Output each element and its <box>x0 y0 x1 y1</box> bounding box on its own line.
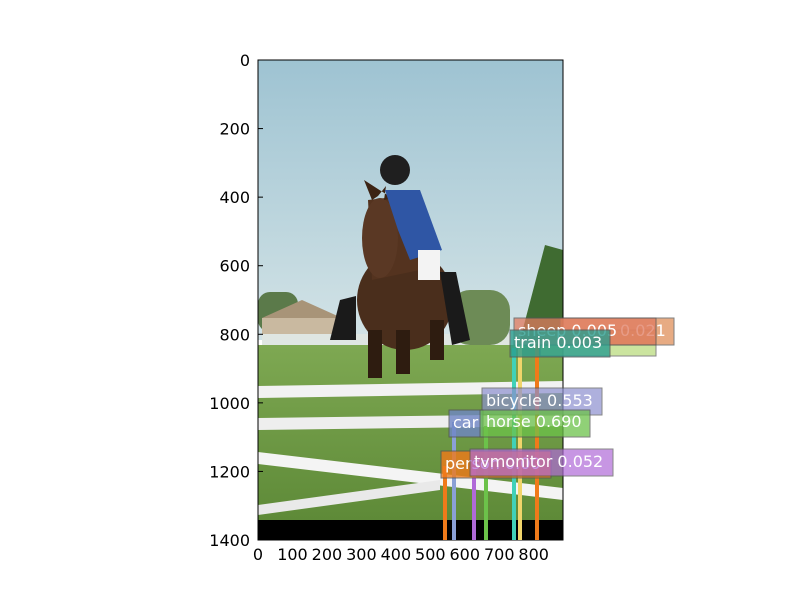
y-tick-label: 0 <box>240 51 250 70</box>
rider-breeches <box>418 250 440 280</box>
x-axis: 0 100 200 300 400 500 600 700 800 <box>253 535 549 564</box>
bar-tvmonitor <box>472 462 476 540</box>
detection-label: horse 0.690 <box>486 412 582 431</box>
y-tick-label: 1200 <box>209 462 250 481</box>
x-tick-label: 800 <box>518 545 549 564</box>
detection-label: tvmonitor 0.052 <box>474 452 603 471</box>
detection-label: car <box>453 413 479 432</box>
y-axis: 0 200 400 600 800 1000 1200 1400 <box>209 51 263 550</box>
y-tick-label: 1400 <box>209 531 250 550</box>
label-box-tvmonitor <box>469 448 614 477</box>
detection-bars <box>443 340 539 540</box>
y-tick-label: 600 <box>219 257 250 276</box>
label-box-train <box>509 329 611 358</box>
rail-base <box>258 480 440 515</box>
x-tick-label: 700 <box>484 545 515 564</box>
x-tick-label: 100 <box>277 545 308 564</box>
label-box-horse <box>479 409 591 438</box>
rider-boot <box>440 272 470 345</box>
horse-ears <box>364 180 392 200</box>
label-box-car <box>448 409 484 438</box>
bar-horse <box>484 426 488 540</box>
y-tick-label: 800 <box>219 325 250 344</box>
rider-jacket <box>385 190 442 260</box>
bar-person <box>443 466 447 540</box>
x-tick-label: 200 <box>312 545 343 564</box>
bar-train <box>512 348 516 540</box>
x-tick-label: 300 <box>346 545 377 564</box>
black-border <box>258 520 563 540</box>
rider-helmet <box>380 155 410 185</box>
bar-car <box>452 422 456 540</box>
y-tick-label: 1000 <box>209 394 250 413</box>
x-tick-label: 600 <box>450 545 481 564</box>
detection-label: train 0.003 <box>514 333 602 352</box>
detection-labels: 0.021 sheep 0.005 train 0.003 bicycle 0.… <box>440 317 675 479</box>
horse-leg-front-left <box>368 330 382 378</box>
x-tick-label: 400 <box>381 545 412 564</box>
x-tick-label: 500 <box>415 545 446 564</box>
detection-label: bicycle 0.553 <box>486 391 593 410</box>
bar-sheep <box>518 340 522 540</box>
photo <box>258 60 563 540</box>
y-tick-label: 400 <box>219 188 250 207</box>
y-tick-label: 200 <box>219 120 250 139</box>
house-roof <box>262 300 342 318</box>
horse-leg-back <box>430 320 444 360</box>
axes-frame <box>257 59 564 541</box>
bar-0021 <box>535 340 539 540</box>
tree-right <box>520 245 563 340</box>
horse-head <box>362 198 398 278</box>
horse-leg-front-right <box>396 330 410 374</box>
x-tick-label: 0 <box>253 545 263 564</box>
rider-boot-left <box>330 296 356 340</box>
